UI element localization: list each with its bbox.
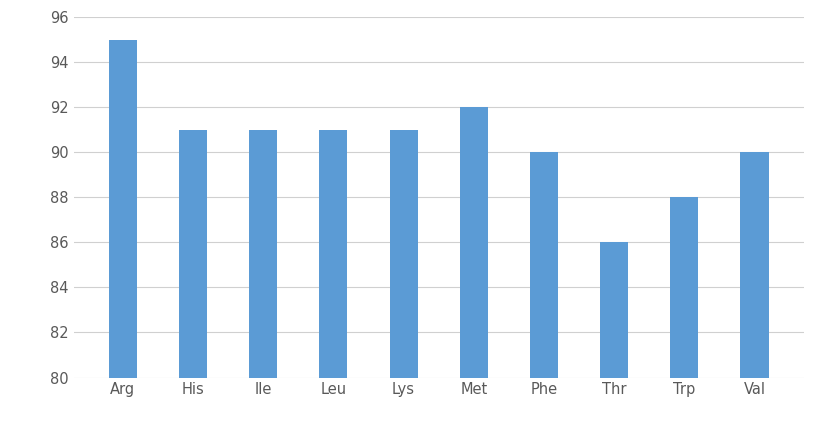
Bar (319, 130, 347, 429)
Bar (249, 130, 277, 429)
Bar (740, 152, 767, 429)
Bar (109, 39, 137, 429)
Bar (529, 152, 557, 429)
Bar (459, 107, 487, 429)
Bar (389, 130, 417, 429)
Bar (600, 242, 627, 429)
Bar (179, 130, 207, 429)
Bar (669, 197, 698, 429)
